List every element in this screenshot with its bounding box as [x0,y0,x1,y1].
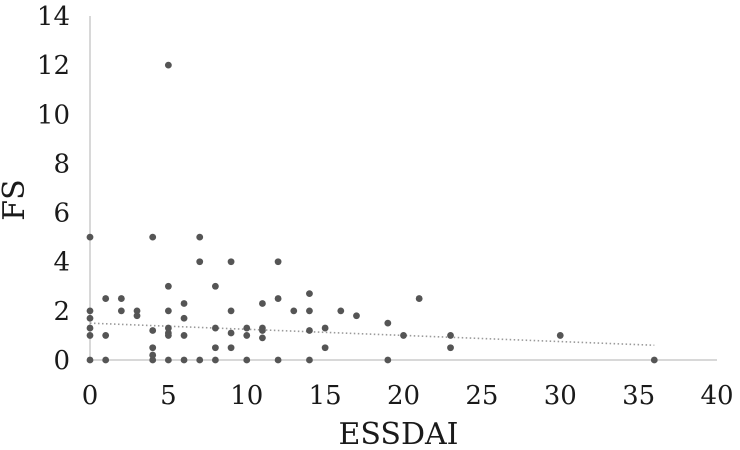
data-point [384,319,392,327]
data-point [259,334,266,342]
data-point [212,282,219,290]
y-tick-label: 2 [53,297,70,327]
data-point [353,312,360,320]
x-tick-label: 30 [544,381,577,411]
y-tick-label: 0 [53,346,70,376]
x-tick-label: 25 [465,381,498,411]
y-tick-label: 12 [37,51,70,81]
data-point [86,314,94,322]
x-tick-label: 5 [160,381,177,411]
data-point [164,282,172,290]
data-point [149,233,157,241]
data-point [447,332,454,339]
data-point [180,314,188,322]
data-point [212,356,219,364]
data-point [196,356,204,364]
data-point [227,307,235,315]
x-tick-labels: 0 5 10 15 20 25 30 35 40 [82,381,734,411]
data-point [259,327,266,334]
data-point [196,258,204,266]
data-point [164,332,172,339]
x-tick-label: 15 [309,381,342,411]
data-point [243,332,251,339]
data-point [86,233,94,241]
data-point [133,312,141,320]
data-point [117,295,125,302]
data-point [243,324,251,332]
data-point [650,356,658,364]
y-tick-label: 10 [37,100,70,130]
data-point [212,324,219,332]
data-point [149,351,157,359]
data-point [102,295,110,302]
data-point [274,258,282,266]
data-point [180,356,188,364]
axes [89,16,717,361]
data-point [86,307,94,315]
data-point [415,295,423,302]
data-point [306,290,313,298]
x-tick-label: 40 [700,381,733,411]
data-point [447,344,454,352]
data-point [102,356,110,364]
data-point [102,332,110,339]
data-point [243,356,251,364]
data-point [86,332,94,339]
data-point [149,327,157,334]
y-tick-label: 14 [37,2,70,32]
data-point [400,332,407,339]
data-point [306,356,313,364]
data-point [133,307,141,315]
x-tick-label: 20 [387,381,420,411]
data-point [274,295,282,302]
data-point [556,332,564,339]
data-points [86,61,658,364]
data-point [306,307,313,315]
data-point [149,344,157,352]
data-point [259,300,266,307]
data-point [86,324,94,332]
data-point [337,307,345,315]
data-point [321,324,329,332]
x-tick-label: 35 [622,381,655,411]
y-tick-labels: 0 2 4 6 8 10 12 14 [37,2,70,376]
data-point [227,329,235,337]
data-point [227,344,235,352]
data-point [164,307,172,315]
trendline [89,322,655,347]
data-point [212,344,219,352]
y-axis-title: FS [0,179,32,220]
data-point [164,324,172,332]
data-point [164,356,172,364]
data-point [290,307,298,315]
y-tick-label: 8 [53,149,70,179]
data-point [86,356,94,364]
x-axis-title: ESSDAI [338,417,458,450]
data-point [164,61,172,69]
data-point [227,258,235,266]
y-tick-label: 6 [53,199,70,229]
data-point [117,307,125,315]
data-point [384,356,392,364]
x-tick-label: 10 [230,381,263,411]
data-point [306,327,313,334]
data-point [180,332,188,339]
data-point [149,356,157,364]
y-tick-label: 4 [53,248,70,278]
x-tick-label: 0 [82,381,99,411]
data-point [274,356,282,364]
data-point [321,344,329,352]
data-point [196,233,204,241]
data-point [180,300,188,307]
